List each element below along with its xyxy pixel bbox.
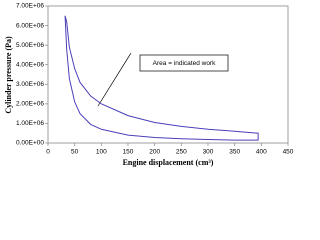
y-axis-title: Cylinder pressure (Pa) bbox=[4, 36, 13, 114]
x-tick-label: 0 bbox=[46, 149, 50, 156]
annotation-box bbox=[139, 54, 229, 72]
chart: Engine displacement (cm³) Cylinder press… bbox=[4, 3, 294, 167]
y-tick-label: 6.00E+06 bbox=[16, 22, 44, 29]
x-tick-label: 350 bbox=[229, 149, 240, 156]
x-tick-label: 400 bbox=[256, 149, 267, 156]
y-tick-label: 1.00E+06 bbox=[16, 120, 44, 127]
x-tick-label: 150 bbox=[123, 149, 134, 156]
x-tick-label: 100 bbox=[96, 149, 107, 156]
x-tick-label: 450 bbox=[283, 149, 294, 156]
y-tick-label: 5.00E+06 bbox=[16, 42, 44, 49]
x-tick-label: 250 bbox=[176, 149, 187, 156]
y-tick-label: 2.00E+06 bbox=[16, 101, 44, 108]
y-tick-label: 3.00E+06 bbox=[16, 81, 44, 88]
pv-curve bbox=[64, 15, 259, 141]
annotation-pointer bbox=[97, 52, 132, 107]
x-axis-title: Engine displacement (cm³) bbox=[123, 158, 214, 167]
y-tick-label: 7.00E+06 bbox=[16, 3, 44, 10]
y-tick-label: 4.00E+06 bbox=[16, 61, 44, 68]
plot-frame bbox=[47, 5, 289, 144]
annotation: Area = indicated work bbox=[153, 60, 216, 67]
x-tick-label: 300 bbox=[203, 149, 214, 156]
x-tick-label: 50 bbox=[71, 149, 79, 156]
x-tick-label: 200 bbox=[149, 149, 160, 156]
y-tick-label: 0.00E+00 bbox=[16, 140, 44, 147]
